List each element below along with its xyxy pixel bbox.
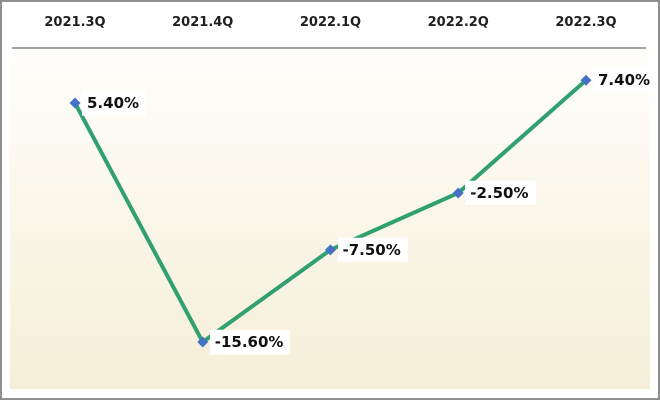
data-label: -2.50% — [465, 180, 536, 206]
axis-line — [12, 47, 646, 49]
data-label: -7.50% — [337, 237, 408, 263]
data-label: 7.40% — [593, 68, 658, 93]
category-label: 2022.2Q — [427, 15, 489, 30]
data-label: -15.60% — [209, 329, 291, 355]
category-label: 2022.1Q — [299, 15, 362, 30]
category-axis: 2021.3Q 2021.4Q 2022.1Q 2022.2Q 2022.3Q — [2, 15, 658, 37]
category-label: 2022.3Q — [555, 15, 617, 30]
category-label: 2021.3Q — [44, 15, 106, 30]
category-label: 2021.4Q — [172, 15, 234, 30]
data-label: 5.40% — [82, 90, 147, 116]
